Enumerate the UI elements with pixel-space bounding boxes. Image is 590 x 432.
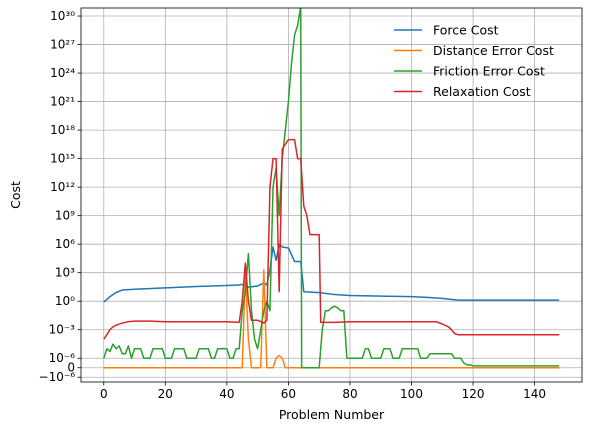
- legend-label: Relaxation Cost: [433, 84, 531, 99]
- series-line-2: [103, 269, 560, 369]
- y-tick-label: 10⁶: [55, 237, 75, 251]
- legend-item: Force Cost: [394, 23, 499, 38]
- y-tick-label: 10¹⁵: [50, 152, 75, 166]
- y-tick-label: −10⁻⁶: [39, 370, 76, 384]
- y-tick-label: 10³: [55, 266, 75, 280]
- legend-item: Distance Error Cost: [394, 43, 554, 58]
- x-tick-label: 80: [342, 387, 357, 401]
- legend-label: Friction Error Cost: [433, 64, 545, 79]
- legend-label: Distance Error Cost: [433, 43, 554, 58]
- legend: Force Cost Distance Error Cost Friction Er…: [394, 23, 554, 99]
- x-tick-label: 60: [281, 387, 296, 401]
- y-tick-label: 0: [67, 361, 75, 375]
- x-tick-label: 120: [462, 387, 485, 401]
- x-tick-label: 40: [219, 387, 234, 401]
- plot-frame: [80, 7, 583, 383]
- y-tick-label: 10¹⁸: [50, 123, 75, 137]
- y-tick-label: 10¹²: [50, 180, 75, 194]
- x-axis-label: Problem Number: [279, 407, 385, 422]
- legend-label: Force Cost: [433, 23, 499, 38]
- y-tick-label: 10²¹: [50, 95, 75, 109]
- y-tick-label: 10⁻⁶: [49, 351, 76, 365]
- series-layer: [103, 8, 560, 369]
- series-line-4: [103, 138, 560, 340]
- y-tick-label: 10⁹: [55, 209, 75, 223]
- legend-item: Friction Error Cost: [394, 64, 545, 79]
- y-tick-label: 10⁰: [55, 294, 75, 308]
- y-tick-label: 10⁻³: [49, 323, 76, 337]
- y-tick-label: 10²⁷: [50, 38, 75, 52]
- y-tick-label: 10³⁰: [50, 9, 75, 23]
- y-tick-label: 10²⁴: [50, 66, 75, 80]
- ticks: 0 20 40 60 80 100 120 140 10³⁰ 10²⁷ 10²⁴ 10²¹ 10¹⁸ 10…: [39, 9, 547, 401]
- x-tick-label: 0: [100, 387, 108, 401]
- x-tick-label: 20: [158, 387, 173, 401]
- x-tick-label: 100: [400, 387, 423, 401]
- y-axis-label: Cost: [8, 181, 23, 209]
- series-line-3: [103, 8, 560, 369]
- series-line-1: [103, 243, 560, 303]
- legend-item: Relaxation Cost: [394, 84, 531, 99]
- x-tick-label: 140: [523, 387, 546, 401]
